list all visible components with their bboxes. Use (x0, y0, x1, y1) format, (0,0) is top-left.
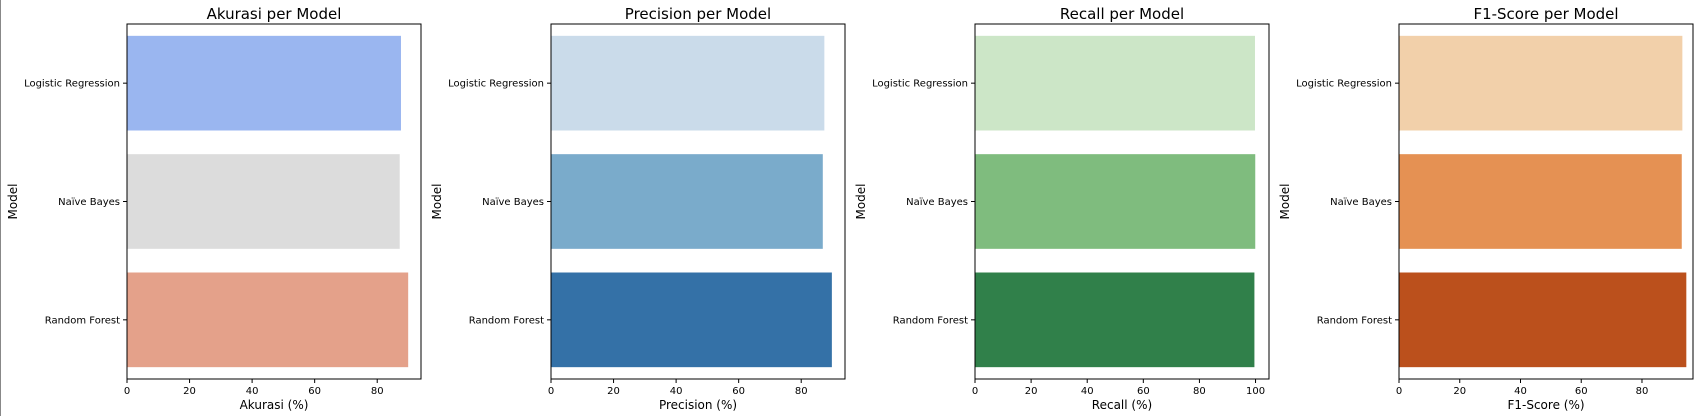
x-tick-label: 40 (1514, 386, 1527, 397)
x-tick-label: 0 (548, 386, 554, 397)
x-tick-label: 20 (607, 386, 620, 397)
page-left-border (0, 0, 1, 416)
y-tick-label: Naïve Bayes (58, 197, 120, 208)
chart-panel-2: Precision per Model Logistic Regression Na… (430, 5, 846, 412)
y-tick-label: Random Forest (45, 315, 120, 326)
axes-frame (550, 23, 846, 380)
x-axis-label: Recall (%) (1092, 398, 1152, 412)
bar-na-ve-bayes (1399, 154, 1682, 249)
x-tick-label: 60 (1137, 386, 1150, 397)
x-tick-label: 20 (1453, 386, 1466, 397)
y-tick-label: Logistic Regression (448, 79, 544, 90)
y-tick-label: Random Forest (469, 315, 544, 326)
x-tick-label: 0 (1396, 386, 1402, 397)
y-tick-label: Logistic Regression (872, 79, 968, 90)
x-tick-label: 0 (124, 386, 130, 397)
y-tick-label: Random Forest (1317, 315, 1392, 326)
x-tick-label: 20 (183, 386, 196, 397)
axes-frame (1398, 23, 1694, 380)
x-tick-label: 60 (1575, 386, 1588, 397)
chart-panel-4: F1-Score per Model Logistic Regression Naï… (1278, 5, 1694, 412)
x-tick-label: 40 (670, 386, 683, 397)
chart-title: Akurasi per Model (207, 5, 342, 23)
x-tick-label: 40 (1081, 386, 1094, 397)
chart-panel-3: Recall per Model Logistic Regression Naïve… (854, 5, 1270, 412)
x-tick-label: 40 (246, 386, 259, 397)
bar-na-ve-bayes (127, 154, 400, 249)
bar-na-ve-bayes (551, 154, 823, 249)
x-tick-label: 80 (1193, 386, 1206, 397)
x-tick-label: 20 (1025, 386, 1038, 397)
x-tick-label: 60 (308, 386, 321, 397)
y-axis-label: Model (1278, 183, 1292, 219)
bar-logistic-regression (127, 35, 401, 131)
bar-random-forest (127, 272, 409, 368)
x-tick-label: 80 (795, 386, 808, 397)
axes-frame (126, 23, 422, 380)
y-axis-label: Model (854, 183, 868, 219)
bar-random-forest (551, 272, 832, 368)
y-tick-label: Logistic Regression (24, 79, 120, 90)
x-tick-label: 80 (1636, 386, 1649, 397)
y-tick-label: Random Forest (893, 315, 968, 326)
x-tick-label: 0 (972, 386, 978, 397)
bar-logistic-regression (551, 35, 825, 131)
y-tick-label: Naïve Bayes (1330, 197, 1392, 208)
chart-title: F1-Score per Model (1473, 5, 1618, 23)
chart-panel-1: Akurasi per Model Logistic Regression Naïv… (6, 5, 422, 412)
x-tick-label: 80 (371, 386, 384, 397)
x-axis-label: Precision (%) (659, 398, 737, 412)
y-tick-label: Naïve Bayes (906, 197, 968, 208)
bar-random-forest (1399, 272, 1687, 368)
x-axis-label: Akurasi (%) (240, 398, 309, 412)
y-axis-label: Model (430, 183, 444, 219)
bar-na-ve-bayes (975, 154, 1256, 249)
axes-frame (974, 23, 1270, 380)
bar-logistic-regression (975, 35, 1255, 131)
chart-title: Recall per Model (1060, 5, 1184, 23)
chart-title: Precision per Model (625, 5, 771, 23)
bar-random-forest (975, 272, 1255, 368)
x-axis-label: F1-Score (%) (1507, 398, 1584, 412)
x-tick-label: 60 (732, 386, 745, 397)
x-tick-label: 100 (1246, 386, 1265, 397)
bar-logistic-regression (1399, 35, 1683, 131)
y-axis-label: Model (6, 183, 20, 219)
y-tick-label: Logistic Regression (1296, 79, 1392, 90)
y-tick-label: Naïve Bayes (482, 197, 544, 208)
